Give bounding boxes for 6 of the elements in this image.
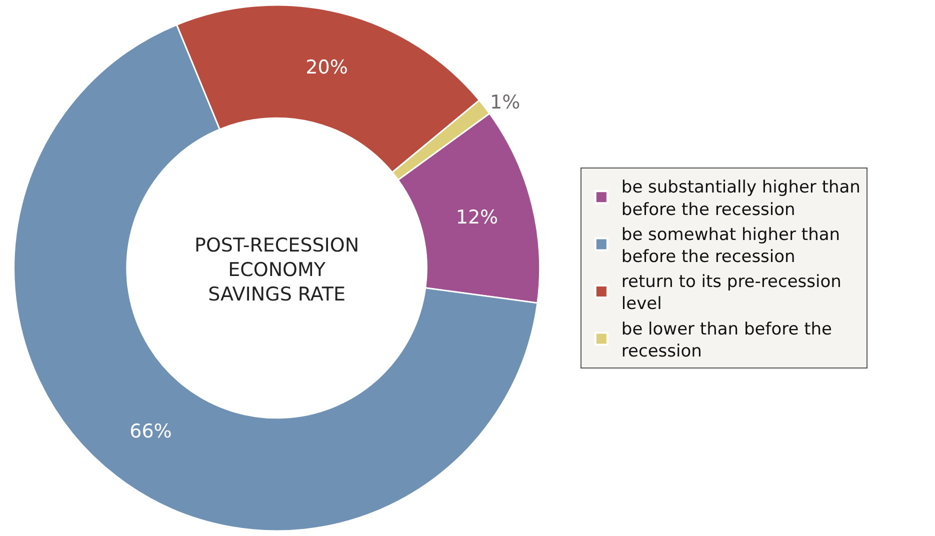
data-label: 20% [306, 56, 348, 79]
text: POST-RECESSION ECONOMY SAVINGS RATE [194, 234, 360, 306]
data-label: 12% [456, 206, 498, 228]
legend-label: be lower than before the recession [621, 319, 832, 362]
data-label: 1% [490, 92, 520, 114]
data-label: 66% [130, 420, 172, 442]
